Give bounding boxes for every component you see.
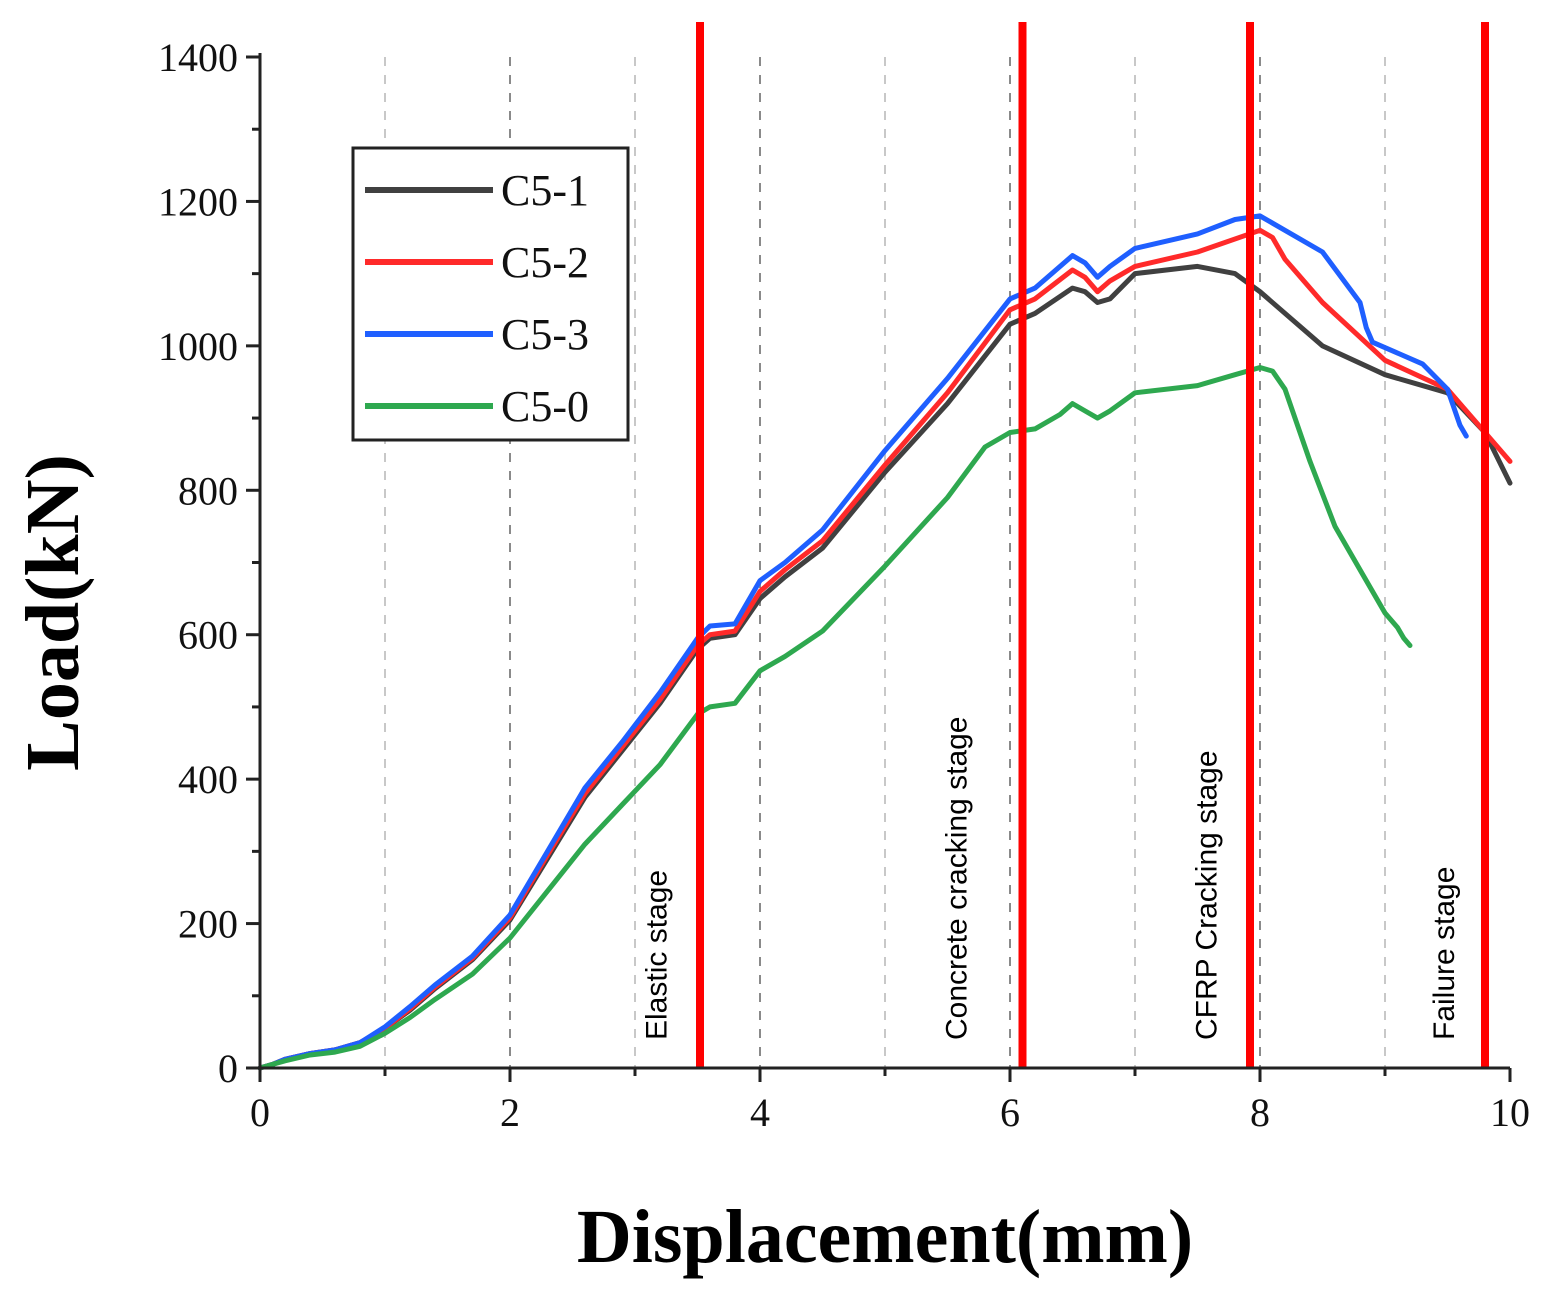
x-tick-label: 0 [250,1090,270,1135]
y-tick-label: 1200 [158,179,238,224]
legend-entry-label: C5-1 [501,166,589,215]
x-tick-label: 8 [1250,1090,1270,1135]
x-axis-title: Displacement(mm) [577,1195,1193,1279]
y-tick-label: 0 [218,1046,238,1091]
legend-entry-label: C5-0 [501,382,589,431]
y-tick-label: 600 [178,613,238,658]
series-lines [257,213,1513,1071]
y-tick-label: 200 [178,902,238,947]
y-tick-label: 1400 [158,35,238,80]
stage-label: Failure stage [1428,867,1461,1040]
legend: C5-1 C5-2 C5-3 C5-0 [351,146,630,442]
legend-entry-label: C5-2 [501,238,589,287]
y-tick-label: 1000 [158,324,238,369]
x-tick-label: 2 [500,1090,520,1135]
stage-divider-lines: Elastic stage Concrete cracking stage CFRP… [640,22,1489,1068]
y-axis-title: Load(kN) [11,454,95,771]
y-tick-label: 800 [178,468,238,513]
stage-label: CFRP Cracking stage [1190,750,1223,1040]
legend-entry-label: C5-3 [501,310,589,359]
y-tick-label: 400 [178,757,238,802]
x-tick-label: 10 [1490,1090,1530,1135]
stage-label: Elastic stage [640,870,673,1040]
axes: 0 200 400 600 800 1000 1200 1400 0 2 4 6 8 10 [158,35,1530,1135]
legend-box [351,146,630,442]
x-tick-label: 4 [750,1090,770,1135]
series-line-c5-0 [257,365,1413,1071]
x-tick-label: 6 [1000,1090,1020,1135]
series-line-c5-3 [257,213,1469,1071]
stage-label: Concrete cracking stage [940,717,973,1041]
